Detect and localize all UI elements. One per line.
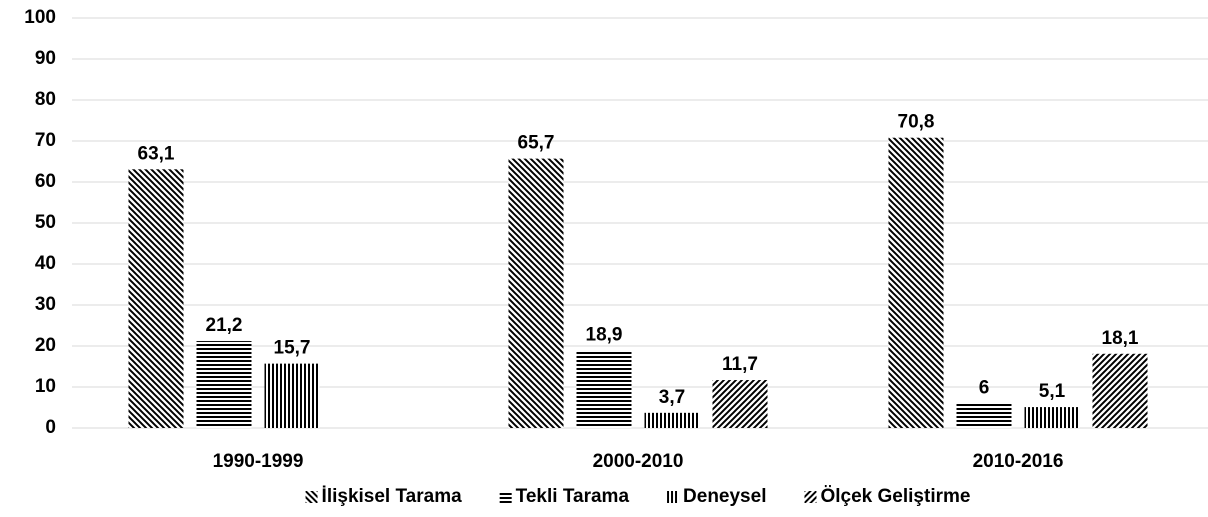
y-tick-label: 50 (35, 212, 56, 233)
y-tick-label: 10 (35, 376, 56, 397)
y-tick-label: 60 (35, 171, 56, 192)
legend-swatch (499, 491, 512, 503)
data-label: 70,8 (898, 112, 935, 133)
legend-label: Ölçek Geliştirme (820, 486, 970, 507)
data-label: 65,7 (518, 133, 555, 154)
bar (644, 412, 700, 428)
bar (1024, 407, 1080, 428)
legend-label: Deneysel (683, 486, 766, 507)
data-label: 21,2 (206, 315, 243, 336)
legend-swatch (305, 491, 318, 503)
bar (196, 341, 252, 428)
x-tick-label: 2000-2010 (593, 451, 684, 472)
data-label: 11,7 (722, 354, 758, 375)
bar (956, 403, 1012, 428)
y-tick-label: 90 (35, 48, 56, 69)
legend-item: Deneysel (667, 486, 766, 507)
bar (1092, 353, 1148, 428)
legend-swatch (667, 491, 680, 503)
data-label: 63,1 (138, 143, 175, 164)
bar (508, 158, 564, 428)
y-tick-label: 80 (35, 89, 56, 110)
y-tick-label: 30 (35, 294, 56, 315)
y-tick-label: 20 (35, 335, 56, 356)
legend-label: İlişkisel Tarama (322, 486, 463, 507)
legend-swatch (804, 491, 817, 503)
y-tick-label: 40 (35, 253, 56, 274)
bar (576, 350, 632, 428)
data-label: 3,7 (659, 387, 685, 408)
data-label: 5,1 (1039, 381, 1066, 402)
x-tick-label: 2010-2016 (973, 451, 1064, 472)
bar (888, 137, 944, 428)
data-label: 6 (979, 377, 990, 398)
x-tick-label: 1990-1999 (213, 451, 304, 472)
bar (264, 363, 320, 428)
y-tick-label: 0 (45, 417, 56, 438)
data-label: 15,7 (274, 338, 311, 359)
y-tick-label: 70 (35, 130, 56, 151)
legend-item: İlişkisel Tarama (305, 486, 463, 507)
bar (128, 169, 184, 429)
bar (712, 380, 768, 428)
legend-label: Tekli Tarama (516, 486, 630, 507)
data-label: 18,9 (586, 325, 623, 346)
y-tick-label: 100 (24, 7, 56, 28)
legend-item: Tekli Tarama (499, 486, 630, 507)
legend-item: Ölçek Geliştirme (804, 486, 970, 507)
data-label: 18,1 (1102, 328, 1139, 349)
